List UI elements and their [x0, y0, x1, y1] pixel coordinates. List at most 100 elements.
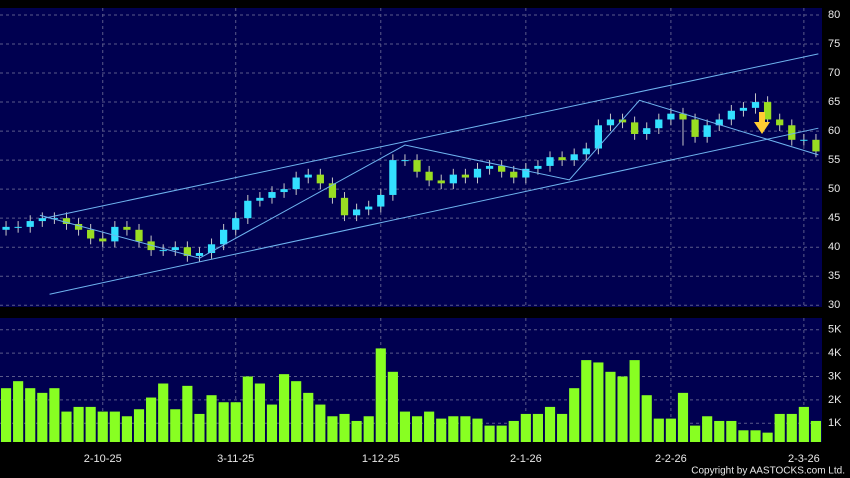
volume-bar [508, 420, 519, 442]
candle-body [135, 229, 143, 242]
candle-body [751, 102, 760, 108]
x-tick-label: 2-3-26 [788, 453, 820, 465]
volume-bar [49, 388, 60, 442]
y-tick-label: 80 [828, 9, 840, 21]
x-tick-label: 2-1-26 [510, 453, 542, 465]
x-tick-label: 2-10-25 [84, 453, 122, 465]
candle-body [268, 192, 276, 198]
candle-body [703, 125, 711, 137]
candle-body [594, 125, 602, 149]
candle-body [546, 157, 554, 166]
candle-body [570, 154, 578, 161]
volume-bar [689, 425, 701, 442]
candle-body [316, 174, 324, 184]
volume-bar [641, 395, 652, 442]
volume-bar [436, 418, 447, 442]
volume-bar [218, 402, 229, 442]
volume-bar [520, 413, 531, 442]
candle-body [352, 209, 361, 216]
volume-bar [593, 362, 604, 442]
volume-bar [25, 388, 36, 442]
candle-body [26, 221, 34, 227]
candle-body [99, 238, 107, 242]
candle-body [679, 113, 687, 120]
candle-body [558, 157, 566, 161]
volume-bar [254, 383, 265, 442]
candle-body [74, 223, 83, 230]
candle-body [473, 168, 482, 178]
candle-body [123, 226, 131, 230]
volume-bar [170, 409, 181, 442]
volume-bar [750, 430, 761, 442]
volume-bar [617, 376, 628, 442]
volume-bar [629, 360, 640, 442]
candle-body [38, 218, 46, 222]
volume-bar [61, 411, 72, 442]
candle-body [437, 180, 445, 184]
candle-body [618, 119, 627, 123]
candle-body [111, 226, 119, 242]
x-tick-label: 1-12-25 [362, 453, 400, 465]
volume-bar [544, 406, 556, 442]
copyright: Copyright by AASTOCKS.com Ltd. [691, 466, 845, 477]
volume-bar [146, 397, 157, 442]
volume-bar [448, 416, 459, 442]
candle-body [159, 250, 167, 252]
candle-body [280, 189, 288, 193]
volume-bar [85, 406, 96, 442]
candle-body [256, 197, 264, 201]
volume-bar [810, 420, 822, 442]
volume-bar [97, 411, 108, 442]
y-tick-label: 55 [828, 154, 840, 166]
y2-tick-label: 4K [828, 347, 842, 359]
trend-line [49, 127, 819, 295]
volume-bar [206, 395, 217, 442]
candle-body [14, 226, 22, 228]
candle-body [87, 229, 95, 239]
candle-body [207, 244, 216, 254]
volume-bar [242, 376, 253, 442]
volume-bar [399, 411, 411, 442]
volume-bar [133, 409, 145, 442]
volume-bar [73, 406, 84, 442]
volume-bar [339, 413, 350, 442]
volume-bar [653, 418, 664, 442]
volume-bar [714, 420, 725, 442]
y2-tick-label: 3K [828, 370, 842, 382]
candle-body [195, 253, 204, 256]
y-tick-label: 30 [828, 299, 840, 311]
candle-body [788, 125, 796, 140]
candle-body [510, 171, 518, 178]
volume-bar [230, 402, 241, 442]
candle-body [413, 160, 421, 172]
volume-bar [786, 413, 797, 442]
y-tick-label: 40 [828, 241, 840, 253]
candle-body [498, 165, 506, 172]
volume-bar [315, 404, 326, 442]
y-tick-label: 35 [828, 270, 840, 282]
y-tick-label: 65 [828, 96, 840, 108]
candle-body [171, 247, 179, 251]
volume-bar [665, 418, 676, 442]
candle-body [534, 165, 542, 169]
candle-body [691, 119, 699, 137]
y2-tick-label: 5K [828, 324, 842, 336]
candle-body [727, 110, 735, 120]
candle-body [522, 168, 530, 178]
volume-bar [532, 413, 544, 442]
volume-bar [158, 383, 169, 442]
volume-bar [557, 413, 568, 442]
candle-body [461, 174, 470, 178]
candle-body [449, 174, 457, 184]
x-tick-label: 2-2-26 [655, 453, 687, 465]
candle-body [292, 177, 300, 190]
y2-tick-label: 1K [828, 417, 842, 429]
volume-bar [278, 374, 290, 442]
volume-bar [411, 416, 423, 442]
volume-bar [569, 388, 580, 442]
candle-body [389, 160, 397, 195]
trend-line [39, 99, 819, 259]
volume-bar [460, 416, 471, 442]
volume-bar [472, 418, 483, 442]
